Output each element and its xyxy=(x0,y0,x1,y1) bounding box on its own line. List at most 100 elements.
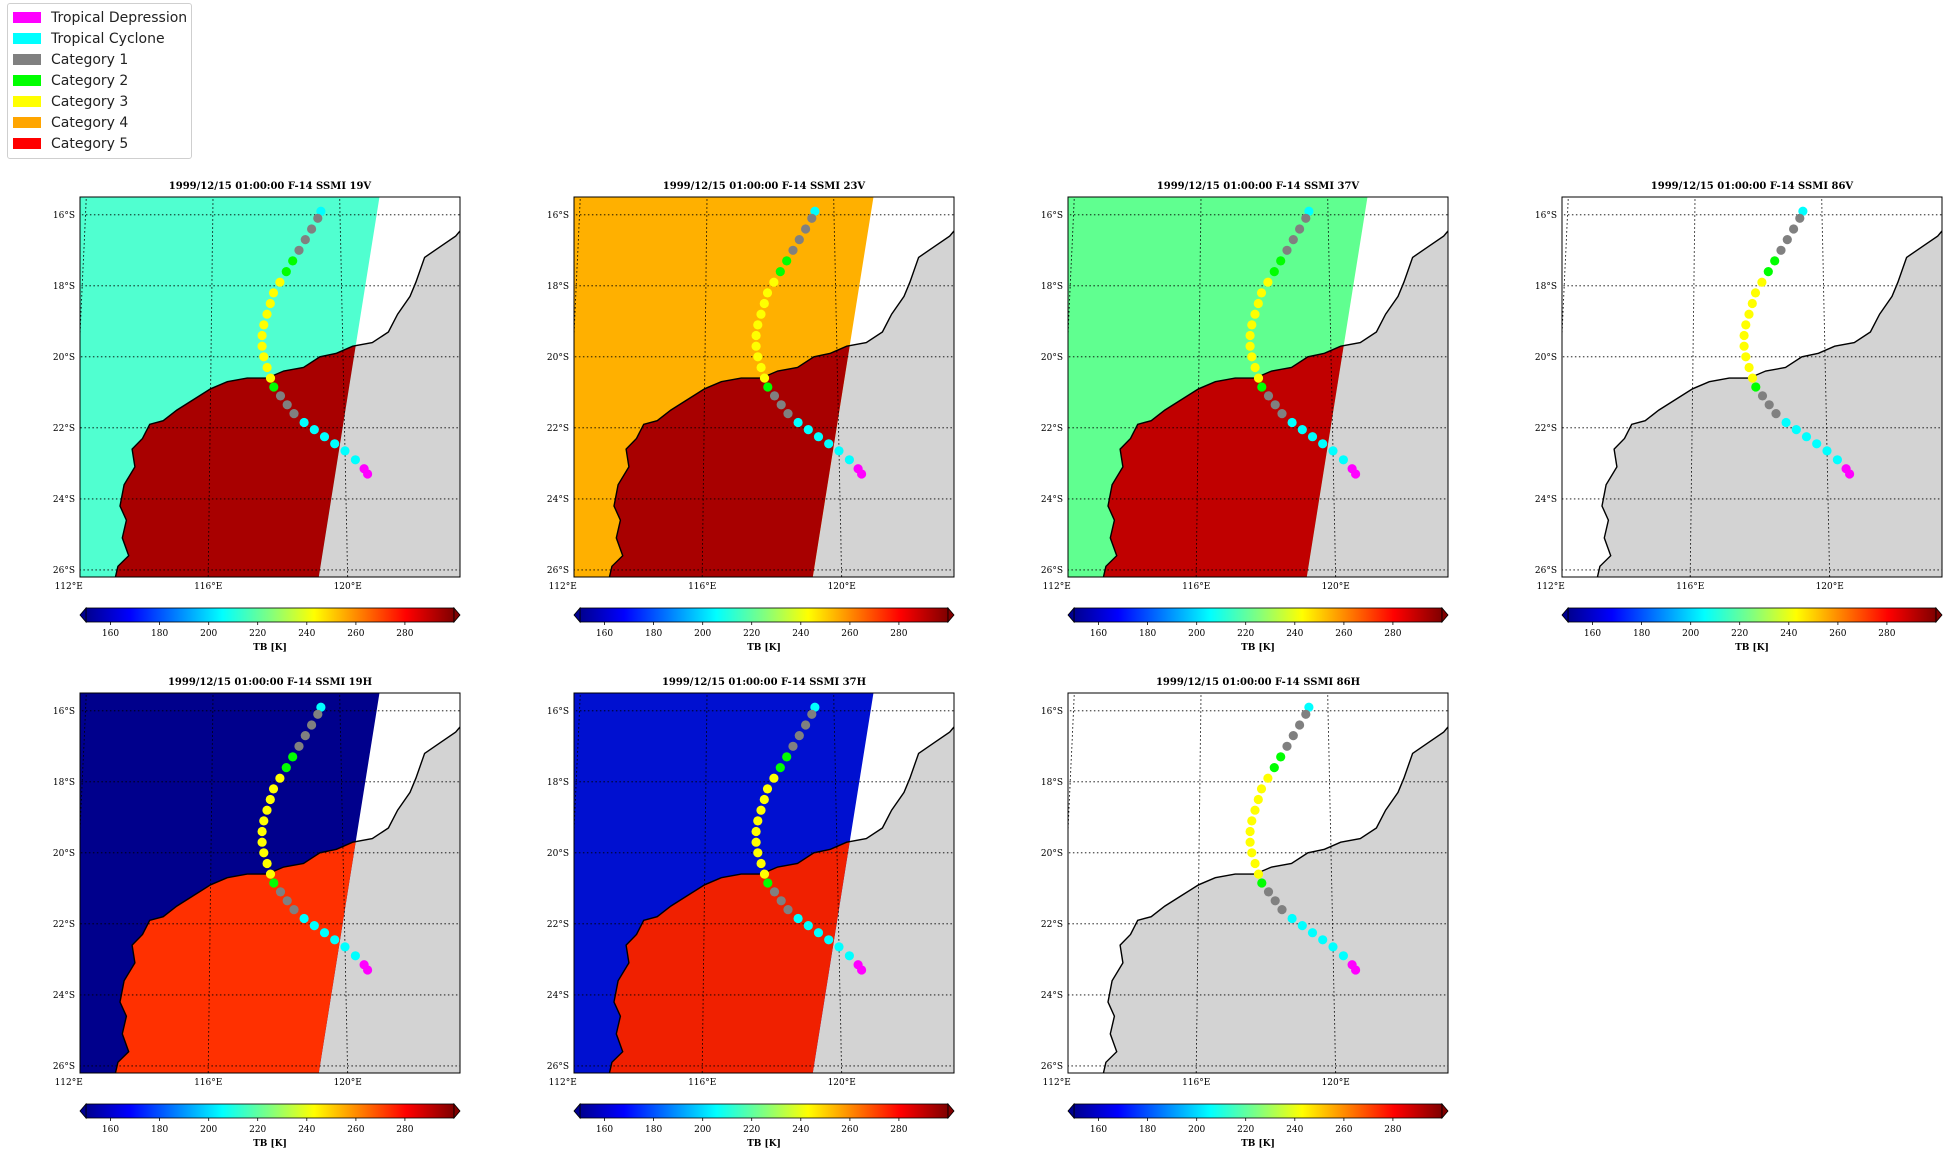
track-point xyxy=(1276,256,1286,266)
track-point xyxy=(257,826,267,837)
track-point xyxy=(1795,213,1805,223)
legend-item: Tropical Cyclone xyxy=(8,28,191,49)
grid-line xyxy=(1327,693,1337,1073)
legend-swatch xyxy=(13,96,41,107)
track-point xyxy=(788,245,798,255)
track-point xyxy=(753,816,763,826)
track-point xyxy=(1751,382,1761,392)
track-point xyxy=(857,965,867,975)
track-point xyxy=(282,400,292,410)
map-panel: 1999/12/15 01:00:00 F-14 SSMI 37V 16°S 18°… xyxy=(1041,181,1449,653)
track-point xyxy=(1297,921,1307,931)
colorbar-tick-label: 260 xyxy=(1335,1125,1352,1135)
map-panel: 1999/12/15 01:00:00 F-14 SSMI 19H 16°S 18°… xyxy=(53,677,461,1149)
track-point xyxy=(275,391,286,401)
track-point xyxy=(307,224,317,234)
grid-line xyxy=(833,693,843,1073)
track-point xyxy=(1245,837,1255,847)
colorbar-tick-label: 240 xyxy=(1780,629,1797,639)
track-point xyxy=(1328,446,1338,456)
track-point xyxy=(751,826,761,837)
colorbar-tick-label: 260 xyxy=(1829,629,1846,639)
track-point xyxy=(1282,245,1292,255)
track-point xyxy=(769,391,780,401)
track-point xyxy=(1253,869,1264,879)
track-point xyxy=(1257,382,1267,392)
track-point xyxy=(1269,267,1279,277)
track-point xyxy=(1247,352,1257,362)
track-point xyxy=(1301,709,1311,719)
track-point xyxy=(309,425,319,435)
track-point xyxy=(1287,913,1297,924)
track-point xyxy=(262,805,272,815)
track-point xyxy=(288,256,298,266)
track-point xyxy=(775,267,785,277)
panel-title: 1999/12/15 01:00:00 F-14 SSMI 37V xyxy=(1157,181,1360,192)
track-point xyxy=(1253,373,1264,383)
track-point xyxy=(265,373,276,383)
track-point xyxy=(269,382,279,392)
lat-tick-label: 18°S xyxy=(547,282,569,292)
track-point xyxy=(1245,826,1255,837)
track-point xyxy=(259,352,269,362)
track-point xyxy=(1245,330,1255,341)
track-point xyxy=(1257,878,1267,888)
colorbar-tick-label: 180 xyxy=(151,629,168,639)
track-point xyxy=(259,320,269,330)
lat-tick-label: 26°S xyxy=(53,566,75,576)
track-point xyxy=(1263,773,1273,783)
colorbar-tick-label: 200 xyxy=(694,1125,711,1135)
track-point xyxy=(759,298,769,309)
track-point xyxy=(259,848,269,858)
grid-line xyxy=(339,197,349,577)
colorbar-tick-label: 180 xyxy=(1139,1125,1156,1135)
track-point xyxy=(813,928,824,938)
lat-tick-label: 20°S xyxy=(53,849,75,859)
lat-tick-label: 16°S xyxy=(53,707,75,717)
lon-tick-label: 116°E xyxy=(194,582,222,592)
track-point xyxy=(844,455,854,465)
grid-line xyxy=(1195,693,1202,1073)
track-point xyxy=(1263,887,1274,897)
track-point xyxy=(299,913,309,924)
colorbar-tick-label: 220 xyxy=(1731,629,1748,639)
lon-tick-label: 112°E xyxy=(549,582,577,592)
lat-tick-label: 18°S xyxy=(1041,778,1063,788)
track-point xyxy=(307,720,317,730)
colorbar: 160 180 200 220 240 260 280 TB [K] xyxy=(573,1102,955,1149)
legend-item: Category 3 xyxy=(8,91,191,112)
colorbar-tick-label: 220 xyxy=(1237,1125,1254,1135)
colorbar-tick-label: 240 xyxy=(792,629,809,639)
lat-tick-label: 22°S xyxy=(53,424,75,434)
track-point xyxy=(262,362,272,373)
lat-tick-label: 26°S xyxy=(53,1062,75,1072)
track-point xyxy=(294,741,304,751)
lon-tick-label: 112°E xyxy=(1537,582,1565,592)
track-point xyxy=(269,878,279,888)
track-point xyxy=(1304,702,1314,712)
coastline xyxy=(114,229,460,577)
track-point xyxy=(275,773,285,783)
grid-line xyxy=(1195,197,1202,577)
track-point xyxy=(1338,455,1348,465)
lon-tick-label: 112°E xyxy=(1043,1078,1071,1088)
coastline xyxy=(114,725,460,1073)
lat-tick-label: 16°S xyxy=(53,211,75,221)
legend-swatch xyxy=(13,138,41,149)
track-point xyxy=(1276,752,1286,762)
track-point xyxy=(1297,425,1307,435)
track-point xyxy=(1269,763,1279,773)
track-point xyxy=(762,784,773,794)
track-point xyxy=(1263,277,1273,287)
grid-line xyxy=(1689,197,1696,577)
track-point xyxy=(268,288,279,298)
track-point xyxy=(1318,439,1328,449)
track-point xyxy=(257,341,267,351)
track-point xyxy=(801,720,811,730)
lat-tick-label: 22°S xyxy=(547,920,569,930)
track-point xyxy=(1328,942,1338,952)
colorbar-min-arrow xyxy=(573,606,581,624)
land-brightness xyxy=(113,721,381,1073)
map-frame xyxy=(79,196,461,578)
colorbar-max-arrow xyxy=(947,1102,955,1120)
